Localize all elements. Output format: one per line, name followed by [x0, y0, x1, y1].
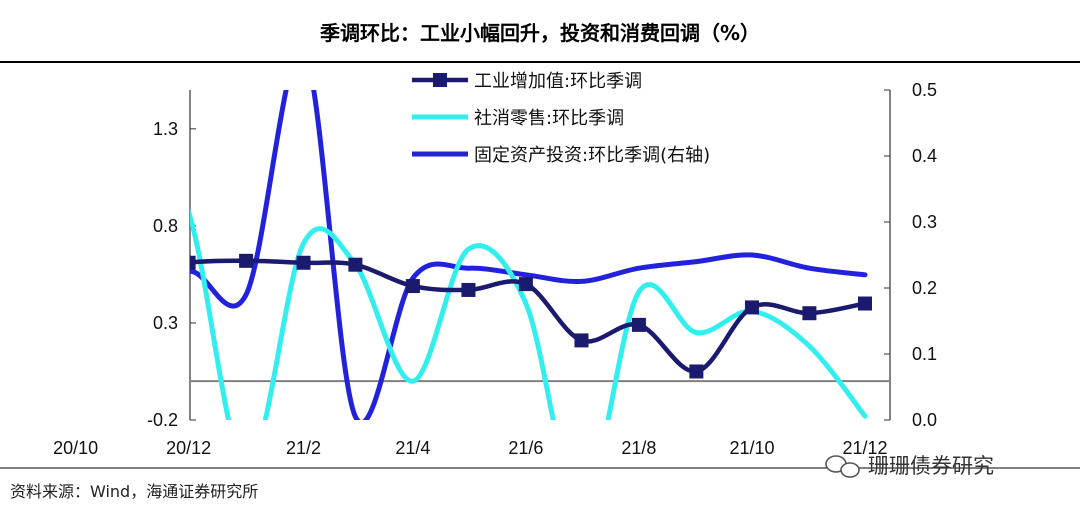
x-tick-label: 21/12 [842, 438, 887, 458]
legend-item-fixed-investment: 固定资产投资:环比季调(右轴) [412, 145, 710, 166]
right-tick-label: 0.0 [912, 410, 937, 430]
series-markers-industrial-output [69, 253, 872, 379]
left-tick-label: 0.8 [153, 216, 178, 236]
right-tick-label: 0.3 [912, 212, 937, 232]
legend-background [408, 68, 810, 178]
left-axis-ticks: -0.2 0.3 0.8 1.3 [147, 119, 196, 430]
series-point [574, 333, 589, 348]
series-point [296, 255, 311, 270]
watermark-text: 珊珊债券研究 [868, 454, 994, 478]
x-tick-label: 21/10 [729, 438, 774, 458]
x-axis-ticks: 20/10 20/12 21/2 21/4 21/6 21/8 21/10 21/12 [53, 438, 887, 458]
series-point [126, 267, 140, 281]
x-tick-label: 21/6 [508, 438, 543, 458]
x-tick-label: 21/4 [395, 438, 430, 458]
wechat-icon [825, 455, 860, 478]
source-note: 资料来源：Wind，海通证券研究所 [10, 482, 258, 501]
watermark: 珊珊债券研究 [825, 454, 994, 478]
series-point [239, 253, 254, 268]
legend: 工业增加值:环比季调 社消零售:环比季调 固定资产投资:环比季调(右轴) [408, 68, 810, 178]
legend-marker-square [433, 73, 447, 87]
series-line-fixed-investment [190, 90, 868, 420]
series-point [802, 306, 817, 321]
legend-label-fixed-investment: 固定资产投资:环比季调(右轴) [474, 145, 710, 166]
series-point [858, 296, 872, 311]
right-axis-ticks: 0.0 0.1 0.2 0.3 0.4 0.5 [884, 80, 937, 430]
left-tick-label: 0.3 [153, 313, 178, 333]
right-tick-label: 0.2 [912, 278, 937, 298]
right-tick-label: 0.4 [912, 146, 937, 166]
legend-item-retail-sales: 社消零售:环比季调 [412, 108, 624, 129]
right-tick-label: 0.1 [912, 344, 937, 364]
series-point [69, 256, 83, 270]
legend-item-industrial-output: 工业增加值:环比季调 [412, 71, 642, 92]
x-tick-label: 20/10 [53, 438, 98, 458]
chart-title: 季调环比：工业小幅回升，投资和消费回调（%） [319, 21, 760, 45]
series-point [348, 257, 363, 272]
legend-label-industrial-output: 工业增加值:环比季调 [474, 71, 642, 92]
series-point [405, 279, 420, 294]
left-tick-label: 1.3 [153, 119, 178, 139]
left-tick-label: -0.2 [147, 410, 178, 430]
right-tick-label: 0.5 [912, 80, 937, 100]
series-point [461, 282, 476, 297]
series-point [689, 364, 704, 379]
legend-label-retail-sales: 社消零售:环比季调 [474, 108, 624, 129]
x-tick-label: 20/12 [166, 438, 211, 458]
x-tick-label: 21/2 [286, 438, 321, 458]
x-tick-label: 21/8 [621, 438, 656, 458]
series-point [518, 277, 533, 292]
series-point [744, 300, 759, 315]
series-point [190, 255, 196, 270]
series-point [631, 317, 646, 332]
series-line-retail-sales [190, 208, 868, 420]
series-line-industrial-output [190, 258, 868, 374]
